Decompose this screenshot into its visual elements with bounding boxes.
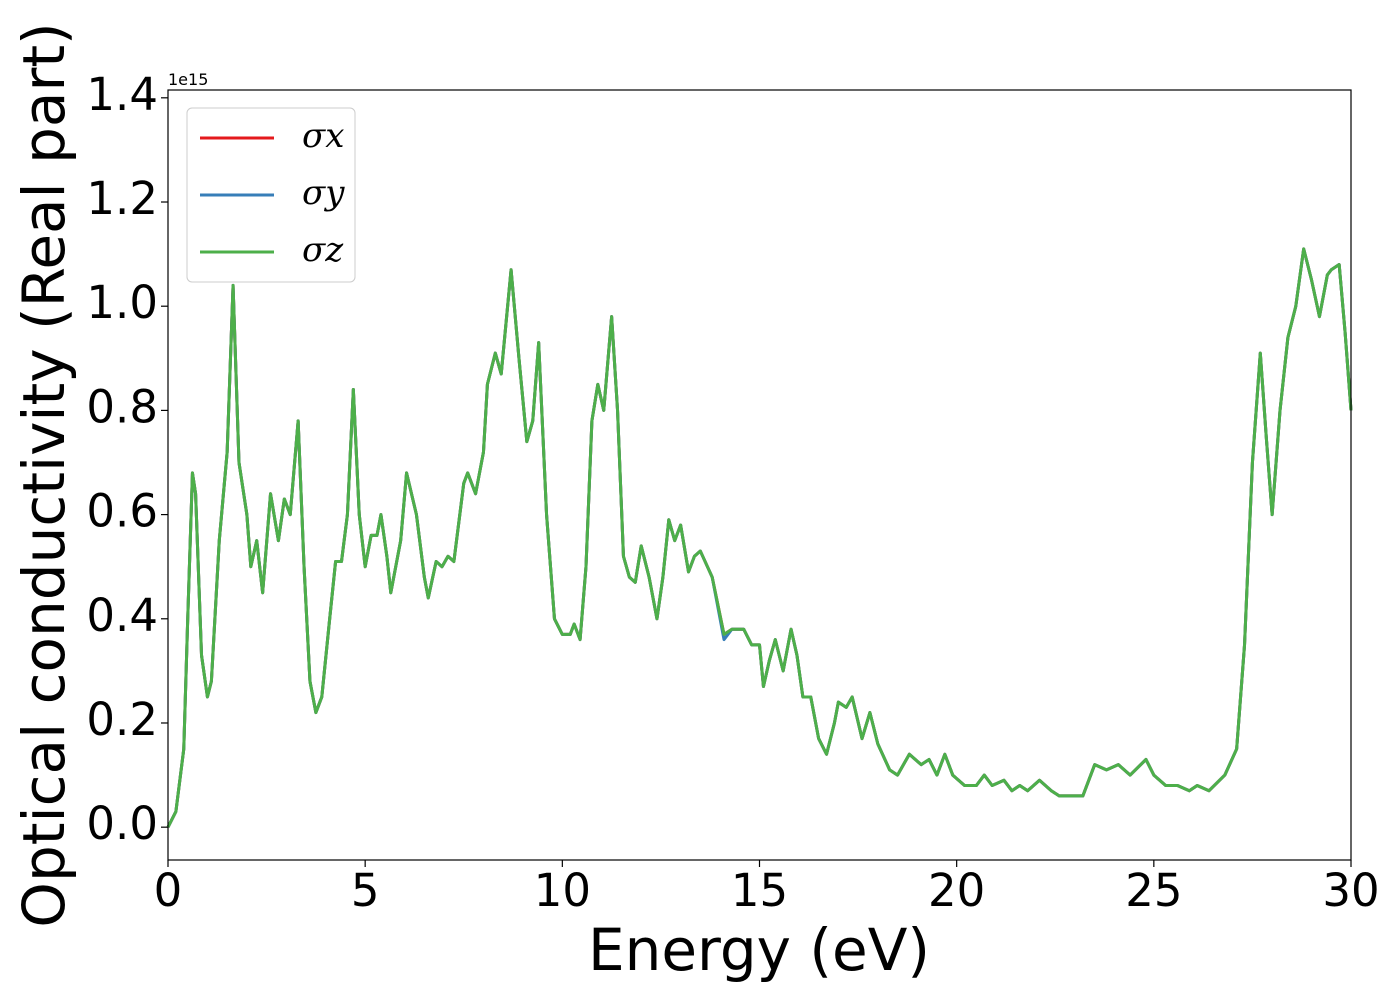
y-tick-label: 0.8 (86, 380, 158, 433)
y-tick-label: 0.0 (86, 797, 158, 850)
y-tick-label: 0.6 (86, 485, 158, 538)
y-tick-label: 0.2 (86, 693, 158, 746)
y-tick-label: 1.0 (86, 276, 158, 329)
x-tick-label: 25 (1125, 864, 1182, 917)
x-tick-label: 5 (351, 864, 380, 917)
x-tick-label: 0 (154, 864, 183, 917)
x-tick-label: 30 (1322, 864, 1379, 917)
x-tick-label: 10 (534, 864, 591, 917)
y-offset-label: 1e15 (168, 70, 208, 89)
y-axis-label: Optical conductivity (Real part) (10, 22, 78, 927)
x-tick-label: 20 (928, 864, 985, 917)
legend-label: σy (302, 173, 345, 213)
legend-label: σz (302, 230, 344, 270)
y-tick-label: 1.4 (86, 68, 158, 121)
x-tick-label: 15 (731, 864, 788, 917)
legend-label: σx (302, 116, 344, 156)
y-tick-label: 0.4 (86, 589, 158, 642)
y-tick-label: 1.2 (86, 172, 158, 225)
plot-frame (167, 89, 1352, 861)
x-axis-label: Energy (eV) (588, 916, 930, 984)
series-line (166, 247, 1353, 828)
